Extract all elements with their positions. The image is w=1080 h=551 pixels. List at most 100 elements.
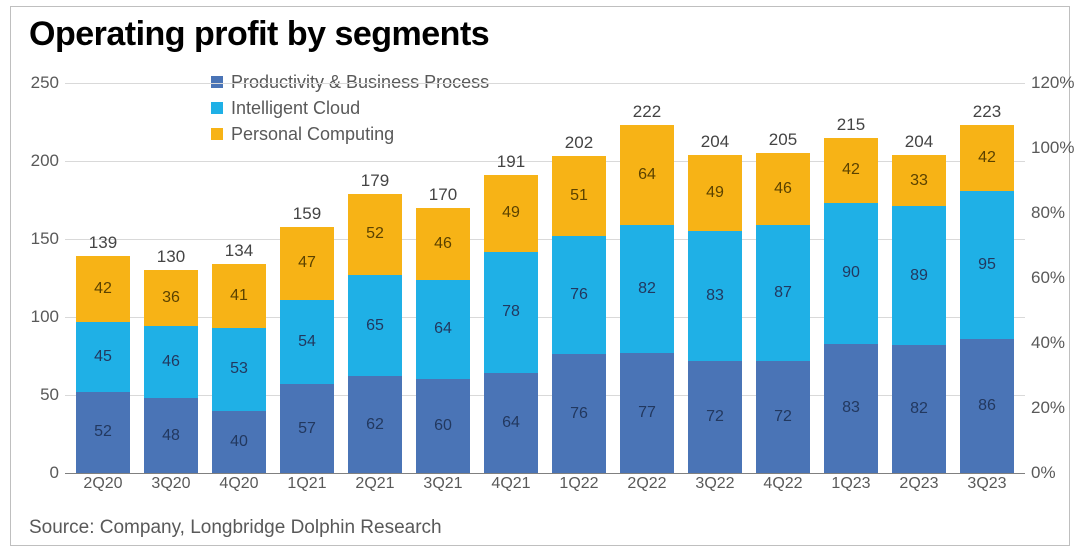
bar: 606446170 <box>416 208 470 473</box>
segment-productivity: 86 <box>960 339 1014 473</box>
segment-personal_computing: 64 <box>620 125 674 225</box>
bar: 828933204 <box>892 155 946 473</box>
segment-productivity: 62 <box>348 376 402 473</box>
segment-productivity: 77 <box>620 353 674 473</box>
x-tick-label: 2Q23 <box>885 475 953 493</box>
segment-productivity: 64 <box>484 373 538 473</box>
x-tick-label: 1Q21 <box>273 475 341 493</box>
total-label: 223 <box>973 102 1001 122</box>
total-label: 159 <box>293 204 321 224</box>
segment-personal_computing: 52 <box>348 194 402 275</box>
x-tick-label: 1Q23 <box>817 475 885 493</box>
x-tick-label: 2Q21 <box>341 475 409 493</box>
x-tick-label: 3Q21 <box>409 475 477 493</box>
y-right-tick: 80% <box>1031 203 1080 223</box>
bar-slot: 405341134 <box>205 83 273 473</box>
segment-intelligent_cloud: 54 <box>280 300 334 384</box>
bar-slot: 484636130 <box>137 83 205 473</box>
bar: 647849191 <box>484 175 538 473</box>
bar: 575447159 <box>280 227 334 473</box>
y-left-tick: 250 <box>15 73 59 93</box>
bar-slot: 728746205 <box>749 83 817 473</box>
bar-slot: 839042 215 <box>817 83 885 473</box>
x-tick-label: 3Q20 <box>137 475 205 493</box>
y-right-tick: 0% <box>1031 463 1080 483</box>
y-left-tick: 200 <box>15 151 59 171</box>
segment-personal_computing: 47 <box>280 227 334 300</box>
y-right-tick: 60% <box>1031 268 1080 288</box>
bar-slot: 606446170 <box>409 83 477 473</box>
segment-personal_computing: 46 <box>756 153 810 225</box>
segment-intelligent_cloud: 90 <box>824 203 878 343</box>
segment-personal_computing: 42 <box>960 125 1014 191</box>
x-tick-label: 4Q20 <box>205 475 273 493</box>
x-tick-label: 2Q22 <box>613 475 681 493</box>
x-tick-label: 4Q22 <box>749 475 817 493</box>
x-tick-label: 3Q23 <box>953 475 1021 493</box>
segment-productivity: 48 <box>144 398 198 473</box>
gridline <box>65 473 1025 474</box>
total-label: 215 <box>837 115 865 135</box>
source-text: Source: Company, Longbridge Dolphin Rese… <box>29 517 442 539</box>
bars-container: 5245421394846361304053411345754471596265… <box>65 83 1025 473</box>
bar: 728349204 <box>688 155 742 473</box>
total-label: 139 <box>89 233 117 253</box>
chart-frame: Operating profit by segments Productivit… <box>10 6 1070 546</box>
bar: 524542139 <box>76 256 130 473</box>
bar: 778264222 <box>620 125 674 473</box>
segment-intelligent_cloud: 87 <box>756 225 810 361</box>
segment-productivity: 57 <box>280 384 334 473</box>
segment-personal_computing: 42 <box>76 256 130 322</box>
bar-slot: 869542 223 <box>953 83 1021 473</box>
total-label: 130 <box>157 247 185 267</box>
segment-personal_computing: 41 <box>212 264 266 328</box>
bar: 869542223 <box>960 125 1014 473</box>
y-right-tick: 20% <box>1031 398 1080 418</box>
segment-intelligent_cloud: 83 <box>688 231 742 360</box>
segment-intelligent_cloud: 46 <box>144 326 198 398</box>
segment-intelligent_cloud: 53 <box>212 328 266 411</box>
bar: 405341134 <box>212 264 266 473</box>
segment-intelligent_cloud: 65 <box>348 275 402 376</box>
segment-intelligent_cloud: 45 <box>76 322 130 392</box>
segment-productivity: 72 <box>756 361 810 473</box>
segment-intelligent_cloud: 64 <box>416 280 470 380</box>
total-label: 170 <box>429 185 457 205</box>
y-left-tick: 0 <box>15 463 59 483</box>
bar-slot: 828933 204 <box>885 83 953 473</box>
y-left-tick: 150 <box>15 229 59 249</box>
segment-personal_computing: 42 <box>824 138 878 204</box>
segment-productivity: 82 <box>892 345 946 473</box>
y-right-tick: 40% <box>1031 333 1080 353</box>
x-axis-labels: 2Q203Q204Q201Q212Q213Q214Q211Q222Q223Q22… <box>65 475 1025 493</box>
bar-slot: 524542 139 <box>69 83 137 473</box>
bar-slot: 728349 204 <box>681 83 749 473</box>
total-label: 204 <box>905 132 933 152</box>
total-label: 222 <box>633 102 661 122</box>
total-label: 202 <box>565 133 593 153</box>
segment-intelligent_cloud: 78 <box>484 252 538 374</box>
segment-personal_computing: 51 <box>552 156 606 236</box>
bar-slot: 767651202 <box>545 83 613 473</box>
y-left-tick: 100 <box>15 307 59 327</box>
x-tick-label: 4Q21 <box>477 475 545 493</box>
segment-productivity: 72 <box>688 361 742 473</box>
segment-personal_computing: 33 <box>892 155 946 206</box>
segment-personal_computing: 49 <box>688 155 742 231</box>
bar: 839042215 <box>824 138 878 473</box>
bar-slot: 626552179 <box>341 83 409 473</box>
segment-productivity: 76 <box>552 354 606 473</box>
segment-intelligent_cloud: 95 <box>960 191 1014 339</box>
segment-productivity: 83 <box>824 344 878 473</box>
bar-slot: 575447 159 <box>273 83 341 473</box>
bar: 767651202 <box>552 156 606 473</box>
segment-productivity: 52 <box>76 392 130 473</box>
segment-productivity: 40 <box>212 411 266 473</box>
segment-intelligent_cloud: 89 <box>892 206 946 345</box>
y-right-tick: 100% <box>1031 138 1080 158</box>
total-label: 204 <box>701 132 729 152</box>
x-tick-label: 1Q22 <box>545 475 613 493</box>
x-tick-label: 3Q22 <box>681 475 749 493</box>
total-label: 191 <box>497 152 525 172</box>
segment-personal_computing: 46 <box>416 208 470 280</box>
